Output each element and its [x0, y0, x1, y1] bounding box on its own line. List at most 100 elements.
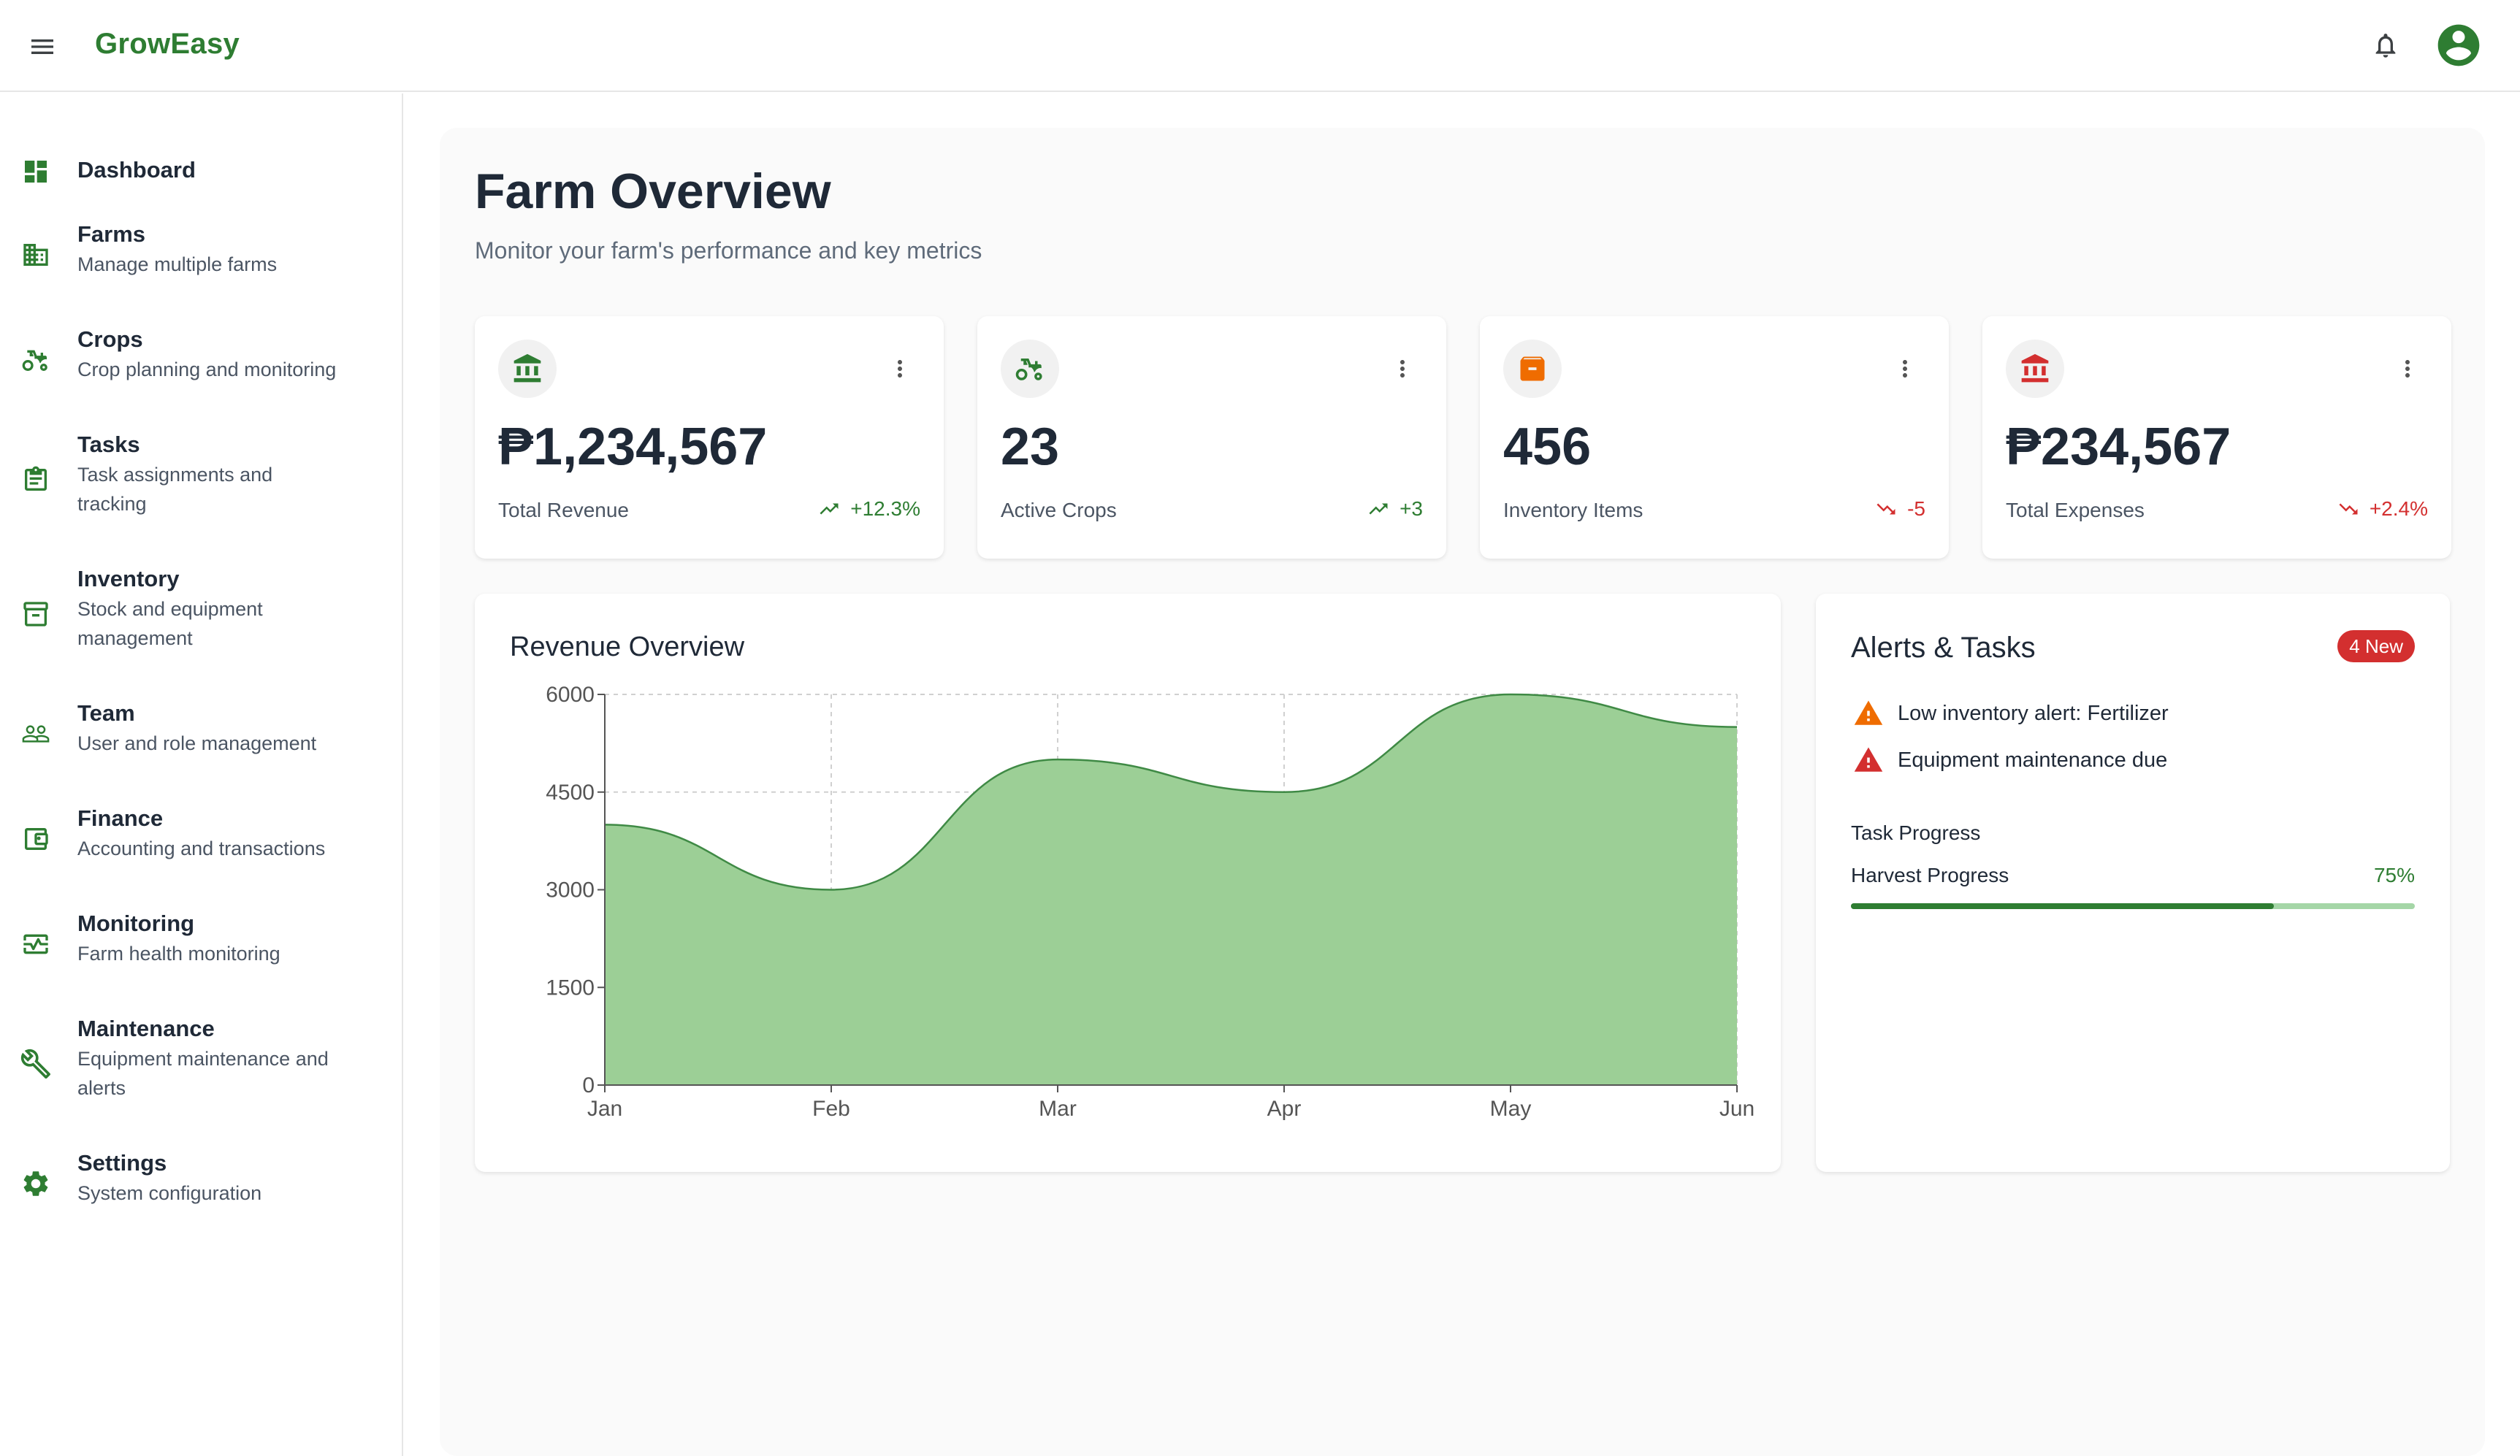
chart-title: Revenue Overview [510, 632, 745, 662]
sidebar-item-monitoring[interactable]: Monitoring Farm health monitoring [0, 905, 402, 993]
stat-trend: -5 [1872, 497, 1925, 521]
more-options-button[interactable] [1890, 348, 1920, 389]
sidebar-item-label: Monitoring [77, 911, 195, 936]
stat-trend-value: +12.3% [850, 497, 920, 520]
stat-trend-value: +2.4% [2369, 497, 2428, 520]
x-tick-label: Mar [1039, 1097, 1077, 1121]
sidebar-item-label: Tasks [77, 432, 140, 457]
stat-label: Inventory Items [1503, 499, 1643, 521]
monitor-heart-icon [19, 927, 53, 961]
bell-icon [2375, 34, 2396, 58]
wrench-icon [19, 1047, 53, 1081]
more-options-button[interactable] [885, 348, 915, 389]
sidebar-item-crops[interactable]: Crops Crop planning and monitoring [0, 321, 402, 409]
stat-value: 456 [1503, 418, 1592, 476]
task-progress-label: Harvest Progress [1851, 864, 2009, 886]
sidebar-item-label: Inventory [77, 566, 180, 591]
sidebar-item-label: Finance [77, 805, 164, 831]
sidebar-item-tasks[interactable]: Tasks Task assignments and tracking [0, 426, 402, 543]
y-tick-label: 4500 [546, 781, 595, 805]
main-panel: Farm Overview Monitor your farm's perfor… [440, 128, 2485, 1456]
sidebar-item-subtitle: Manage multiple farms [77, 253, 278, 275]
task-progress-fill [1851, 903, 2274, 909]
stat-value: ₱1,234,567 [498, 418, 768, 476]
trending-up-icon [815, 498, 844, 520]
y-tick-label: 0 [582, 1073, 595, 1097]
sidebar-item-farms[interactable]: Farms Manage multiple farms [0, 216, 402, 304]
stat-trend-value: -5 [1907, 497, 1925, 520]
alert-item-warning[interactable]: Low inventory alert: Fertilizer [1851, 697, 2169, 729]
sidebar-item-settings[interactable]: Settings System configuration [0, 1145, 402, 1233]
sidebar-item-subtitle: Accounting and transactions [77, 838, 326, 859]
sidebar-item-finance[interactable]: Finance Accounting and transactions [0, 800, 402, 888]
y-tick-label: 3000 [546, 878, 595, 903]
revenue-line [604, 693, 1738, 891]
revenue-chart-card: Revenue Overview 0 1500 3000 4500 6000 Jan Feb… [475, 594, 1781, 1172]
building-icon [19, 238, 53, 272]
trending-up-icon [1364, 498, 1394, 520]
y-tick-label: 6000 [546, 683, 595, 707]
alerts-card: Alerts & Tasks 4 New Low inventory alert… [1816, 594, 2450, 1172]
sidebar-item-subtitle: Crop planning and monitoring [77, 359, 337, 380]
stat-card-total-expenses: ₱234,567 Total Expenses +2.4% [1982, 316, 2451, 559]
brand-logo-text[interactable]: GrowEasy [95, 28, 240, 60]
tractor-icon [19, 343, 53, 377]
task-progress-heading: Task Progress [1851, 821, 1981, 844]
sidebar-item-label: Team [77, 700, 135, 726]
alert-text: Low inventory alert: Fertilizer [1898, 701, 2169, 725]
sidebar-item-subtitle: Farm health monitoring [77, 943, 280, 965]
sidebar-item-label: Crops [77, 326, 143, 352]
dashboard-icon [19, 155, 53, 188]
x-tick-label: Apr [1267, 1097, 1302, 1121]
new-alerts-badge[interactable]: 4 New [2337, 630, 2415, 662]
more-vert-icon [898, 360, 902, 378]
sidebar-item-dashboard[interactable]: Dashboard [0, 146, 402, 199]
stat-trend: +12.3% [815, 497, 920, 521]
task-progress-bar [1851, 903, 2415, 909]
avatar[interactable] [2432, 19, 2485, 72]
x-tick-label: Feb [812, 1097, 850, 1121]
stat-trend: +2.4% [2334, 497, 2428, 521]
x-tick-label: May [1490, 1097, 1532, 1121]
clipboard-icon [19, 463, 53, 497]
archive-icon [19, 597, 53, 631]
warning-icon [1851, 697, 1886, 729]
x-tick-label: Jun [1719, 1097, 1755, 1121]
trending-down-icon [2334, 498, 2364, 520]
sidebar-item-label: Maintenance [77, 1016, 215, 1041]
archive-icon [1503, 340, 1562, 398]
stat-card-active-crops: 23 Active Crops +3 [977, 316, 1446, 559]
bank-icon [2006, 340, 2064, 398]
sidebar-item-team[interactable]: Team User and role management [0, 695, 402, 783]
sidebar-item-subtitle: Equipment maintenance and alerts [77, 1048, 329, 1099]
people-icon [19, 717, 53, 751]
page-subtitle: Monitor your farm's performance and key … [475, 237, 982, 264]
stat-card-inventory-items: 456 Inventory Items -5 [1480, 316, 1949, 559]
tractor-icon [1001, 340, 1059, 398]
stat-label: Active Crops [1001, 499, 1117, 521]
revenue-area [605, 694, 1737, 1085]
alert-item-error[interactable]: Equipment maintenance due [1851, 744, 2167, 776]
account-circle-icon [2437, 24, 2480, 66]
wallet-icon [19, 822, 53, 856]
more-vert-icon [1903, 360, 1907, 378]
revenue-area-chart: 0 1500 3000 4500 6000 Jan Feb Mar Apr May Jun [546, 683, 1755, 1121]
more-options-button[interactable] [2393, 348, 2422, 389]
stat-value: 23 [1001, 418, 1060, 476]
bank-icon [498, 340, 557, 398]
menu-button[interactable] [16, 20, 69, 73]
sidebar-item-label: Farms [77, 221, 146, 247]
notifications-button[interactable] [2359, 19, 2412, 72]
stat-trend-value: +3 [1400, 497, 1423, 520]
sidebar-item-maintenance[interactable]: Maintenance Equipment maintenance and al… [0, 1011, 402, 1127]
more-vert-icon [2405, 360, 2410, 378]
menu-icon [31, 39, 53, 54]
sidebar: Dashboard Farms Manage multiple farms Cr… [0, 93, 403, 1456]
stat-value: ₱234,567 [2006, 418, 2231, 476]
app-bar: GrowEasy [0, 0, 2520, 92]
x-tick-label: Jan [587, 1097, 622, 1121]
gear-icon [19, 1167, 53, 1200]
more-options-button[interactable] [1388, 348, 1417, 389]
sidebar-item-inventory[interactable]: Inventory Stock and equipment management [0, 561, 402, 678]
sidebar-item-subtitle: Stock and equipment management [77, 598, 263, 649]
